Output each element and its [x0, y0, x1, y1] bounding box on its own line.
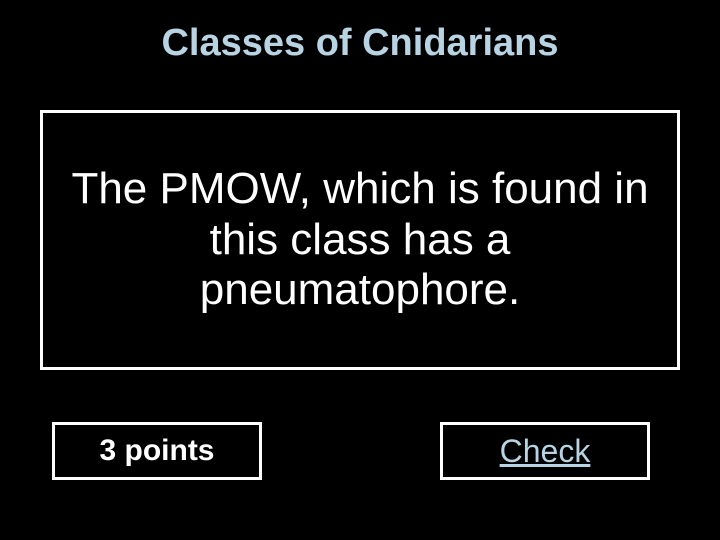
question-text: The PMOW, which is found in this class h… [63, 164, 657, 316]
question-panel: The PMOW, which is found in this class h… [40, 110, 680, 370]
slide-title: Classes of Cnidarians [0, 22, 720, 65]
points-label: 3 points [99, 434, 214, 468]
points-panel: 3 points [52, 422, 262, 480]
check-label: Check [500, 433, 591, 470]
check-button[interactable]: Check [440, 422, 650, 480]
